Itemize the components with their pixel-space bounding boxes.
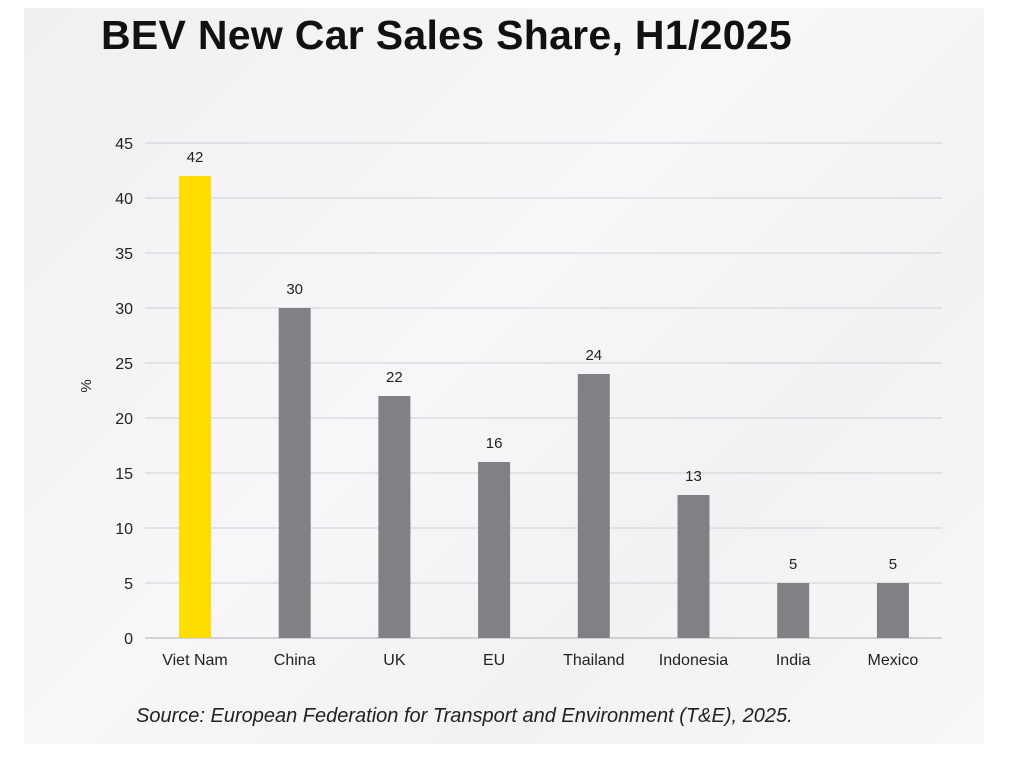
y-tick-label: 20	[115, 411, 133, 428]
bar-uk	[378, 396, 411, 638]
bar-thailand	[577, 374, 610, 638]
source-note: Source: European Federation for Transpor…	[136, 705, 793, 727]
y-tick-label: 45	[115, 136, 133, 153]
x-category-label: Indonesia	[659, 652, 728, 669]
bar-data-label: 13	[685, 468, 702, 485]
bar-mexico	[876, 583, 909, 638]
x-category-label: India	[776, 652, 811, 669]
x-category-label: EU	[483, 652, 505, 669]
bar-data-label: 22	[386, 369, 403, 386]
x-category-label: UK	[383, 652, 406, 669]
bar-india	[777, 583, 810, 638]
bar-data-label: 30	[286, 281, 303, 298]
bar-data-label: 5	[889, 556, 897, 573]
bar-data-label: 24	[585, 347, 602, 364]
y-tick-label: 25	[115, 356, 133, 373]
bar-data-label: 5	[789, 556, 797, 573]
x-category-label: Thailand	[563, 652, 624, 669]
y-tick-label: 10	[115, 521, 133, 538]
x-category-label: Mexico	[868, 652, 919, 669]
y-axis-label: %	[78, 379, 95, 392]
x-category-label: Viet Nam	[162, 652, 228, 669]
bar-data-label: 42	[187, 149, 204, 166]
bar-china	[278, 308, 311, 638]
y-axis-ticks: 0 5 10 15 20 25 30 35 40 45	[115, 136, 133, 648]
bar-viet-nam	[179, 176, 211, 638]
y-tick-label: 15	[115, 466, 133, 483]
y-tick-label: 35	[115, 246, 133, 263]
bar-chart: 0 5 10 15 20 25 30 35 40 45 42 30 22 16 24 13 5 5 Viet N…	[78, 136, 942, 669]
bar-data-label: 16	[486, 435, 503, 452]
bar-indonesia	[677, 495, 710, 638]
x-axis-categories: Viet Nam China UK EU Thailand Indonesia India M…	[162, 652, 918, 669]
y-tick-label: 40	[115, 191, 133, 208]
grid-lines	[145, 142, 942, 639]
x-category-label: China	[274, 652, 316, 669]
y-tick-label: 5	[124, 576, 133, 593]
bar-eu	[478, 462, 511, 638]
bar-data-labels: 42 30 22 16 24 13 5 5	[187, 149, 897, 573]
y-tick-label: 0	[124, 631, 133, 648]
y-tick-label: 30	[115, 301, 133, 318]
bars	[179, 176, 909, 638]
chart-title: BEV New Car Sales Share, H1/2025	[101, 12, 793, 58]
